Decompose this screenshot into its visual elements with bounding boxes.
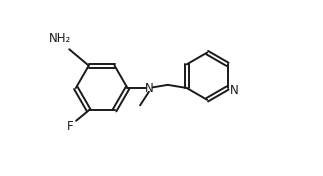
Text: N: N xyxy=(144,81,153,95)
Text: F: F xyxy=(67,120,73,133)
Text: N: N xyxy=(230,84,239,97)
Text: NH₂: NH₂ xyxy=(49,32,71,45)
